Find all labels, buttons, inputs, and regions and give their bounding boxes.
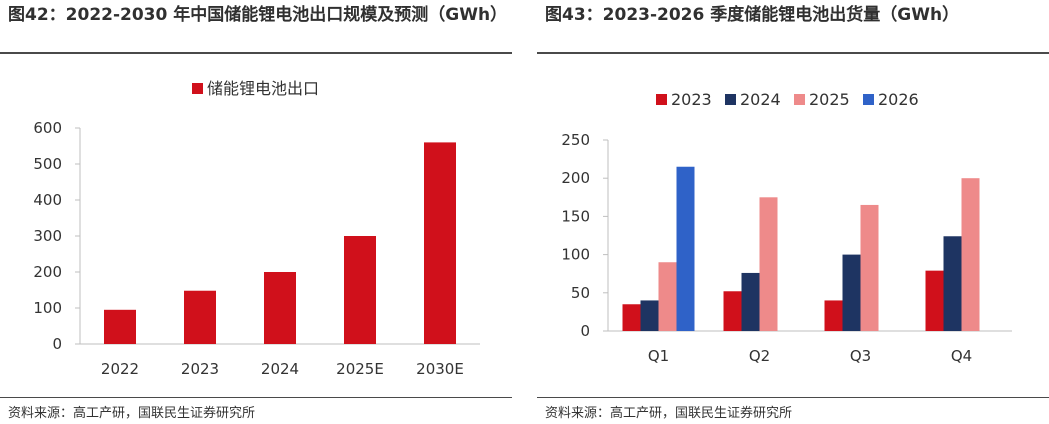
bar-2023-Q3: [824, 300, 843, 331]
legend-swatch: [192, 83, 203, 94]
x-tick-label: 2030E: [416, 360, 464, 378]
legend-swatch: [725, 94, 736, 105]
legend-swatch: [794, 94, 805, 105]
source-note: 资料来源：高工产研，国联民生证券研究所: [8, 406, 256, 421]
bar-储能锂电池出口-2023: [184, 290, 216, 344]
bar-2025-Q2: [759, 197, 778, 331]
chart-panel-left: 图42：2022-2030 年中国储能锂电池出口规模及预测（GWh） 0 100 2…: [0, 0, 512, 424]
legend-label: 2026: [878, 90, 919, 109]
title-divider: [537, 52, 1049, 54]
y-tick-label: 200: [561, 169, 590, 187]
bar-储能锂电池出口-2025E: [344, 236, 376, 344]
y-tick-label: 250: [561, 131, 590, 149]
bar-储能锂电池出口-2024: [264, 272, 296, 344]
chart-title: 图43：2023-2026 季度储能锂电池出货量（GWh）: [545, 5, 960, 25]
y-tick-label: 50: [571, 284, 590, 302]
bar-储能锂电池出口-2022: [104, 309, 136, 344]
x-tick-label: Q4: [951, 347, 972, 365]
chart-panel-right: 图43：2023-2026 季度储能锂电池出货量（GWh） 0 50 100 150 2…: [537, 0, 1049, 424]
y-tick-label: 100: [561, 246, 590, 264]
y-tick-label: 200: [33, 263, 62, 281]
x-tick-label: Q3: [850, 347, 871, 365]
source-divider: [0, 397, 512, 398]
bar-2023-Q1: [622, 304, 641, 331]
bar-储能锂电池出口-2030E: [424, 142, 456, 344]
bar-2026-Q1: [676, 166, 695, 331]
bar-2024-Q1: [640, 300, 659, 331]
x-tick-label: Q2: [749, 347, 770, 365]
bar-2023-Q2: [723, 291, 742, 331]
x-tick-label: Q1: [648, 347, 669, 365]
bar-2024-Q3: [842, 254, 861, 331]
source-divider: [537, 397, 1049, 398]
y-tick-label: 300: [33, 227, 62, 245]
x-tick-label: 2024: [261, 360, 299, 378]
bar-2024-Q2: [741, 272, 760, 331]
title-divider: [0, 52, 512, 54]
x-tick-label: 2025E: [336, 360, 384, 378]
y-tick-label: 400: [33, 191, 62, 209]
y-tick-label: 100: [33, 299, 62, 317]
y-tick-label: 600: [33, 119, 62, 137]
x-tick-label: 2022: [101, 360, 139, 378]
source-note: 资料来源：高工产研，国联民生证券研究所: [545, 406, 793, 421]
y-tick-label: 0: [52, 335, 62, 353]
legend-label: 2025: [809, 90, 850, 109]
legend-label: 2024: [740, 90, 781, 109]
chart-title: 图42：2022-2030 年中国储能锂电池出口规模及预测（GWh）: [8, 5, 508, 25]
legend-swatch: [656, 94, 667, 105]
x-tick-label: 2023: [181, 360, 219, 378]
legend-swatch: [863, 94, 874, 105]
y-tick-label: 150: [561, 207, 590, 225]
bar-2023-Q4: [925, 270, 944, 331]
bar-2025-Q4: [961, 178, 980, 331]
y-tick-label: 500: [33, 155, 62, 173]
bar-2024-Q4: [943, 236, 962, 331]
bar-2025-Q3: [860, 204, 879, 331]
legend-label: 2023: [671, 90, 712, 109]
legend-label: 储能锂电池出口: [207, 79, 319, 98]
bar-2025-Q1: [658, 262, 677, 331]
bar-chart-quarterly: 0 50 100 150 200 250 Q1 Q2 Q3 Q4 2023 2024 2025 2026: [561, 90, 1012, 365]
bar-chart-export: 0 100 200 300 400 500 600 2022 2023 2024 2025E 2030…: [33, 79, 480, 378]
y-tick-label: 0: [580, 322, 590, 340]
